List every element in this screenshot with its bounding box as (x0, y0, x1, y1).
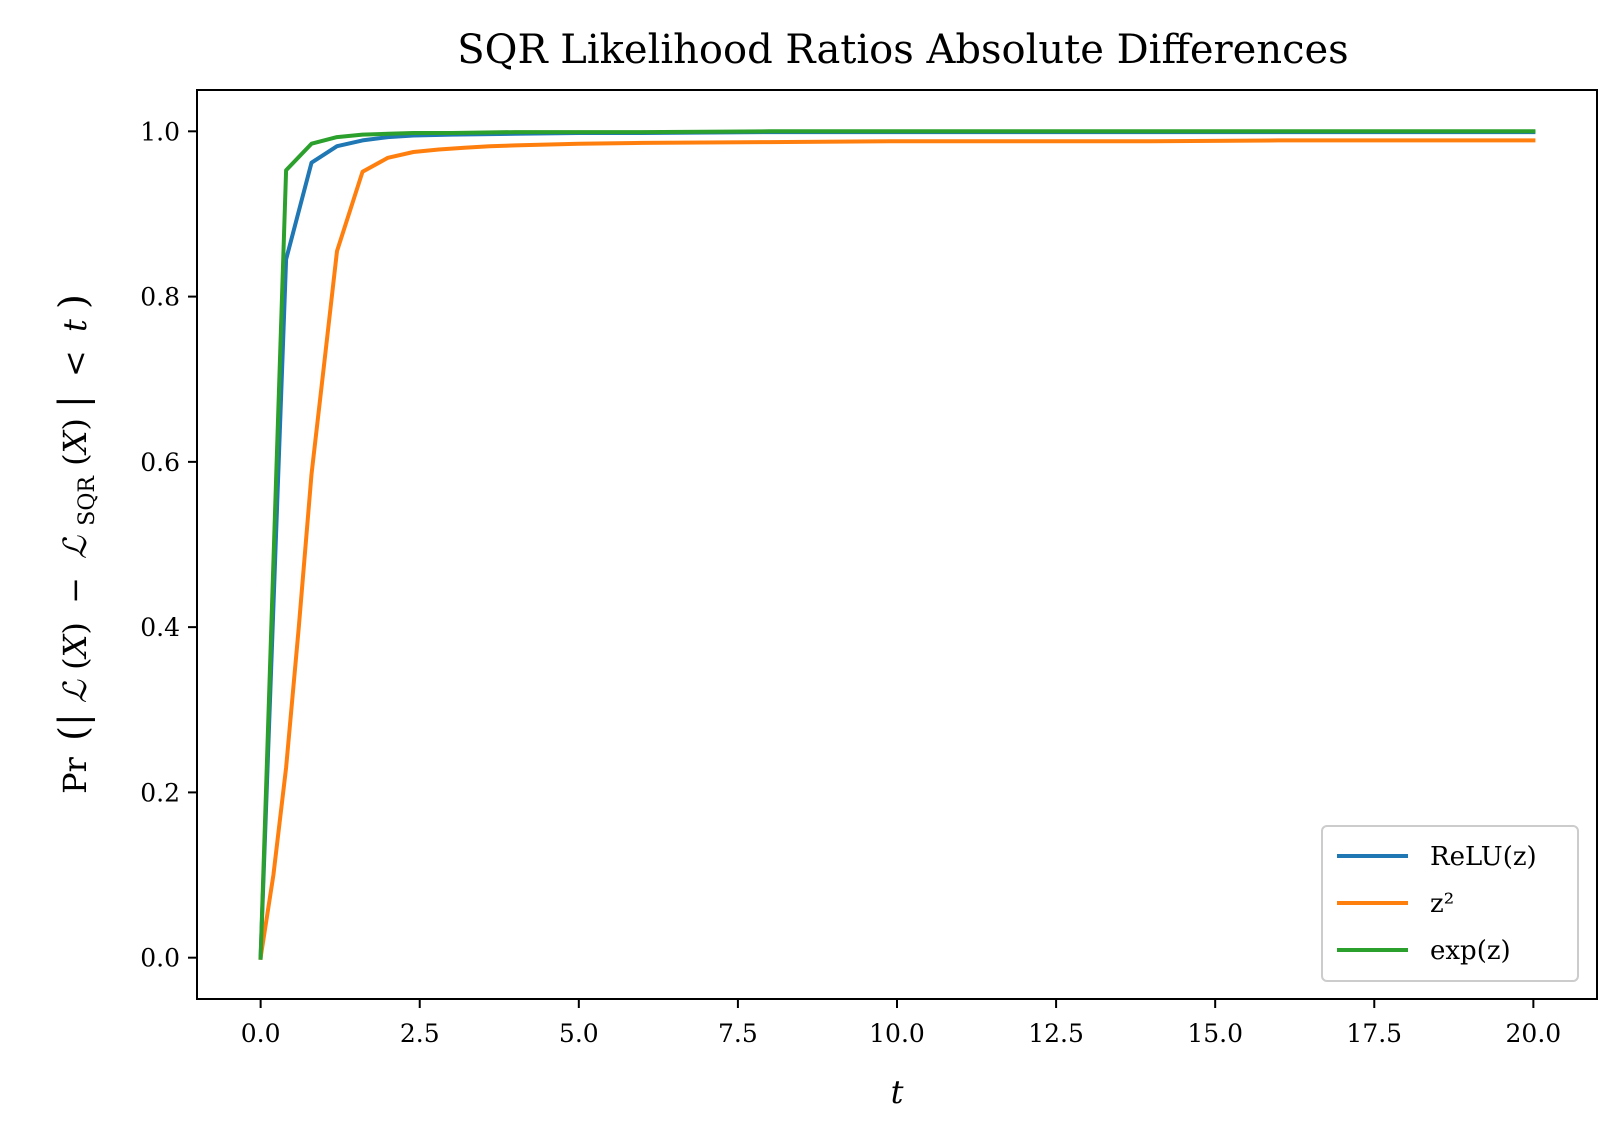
y-axis-label: Pr (| ℒ (X) − ℒ SQR (X) | < t ) (51, 294, 102, 794)
x-axis-label: t (891, 1073, 904, 1111)
y-axis-label-pr: Pr (56, 756, 94, 794)
svg-text:Pr (| ℒ (X): Pr (| ℒ (X) − ℒ SQR (X) | < t ) (51, 294, 102, 794)
y-tick-label: 0.8 (140, 283, 180, 312)
series-line-2 (258, 129, 1536, 960)
y-axis-label-close-bar: | (51, 395, 95, 408)
x-tick-label: 2.5 (400, 1019, 440, 1048)
y-axis-label-open: (| (51, 713, 95, 741)
chart-title: SQR Likelihood Ratios Absolute Differenc… (457, 27, 1348, 73)
plot-lines (258, 129, 1536, 960)
y-axis-label-lt: < (56, 350, 94, 377)
x-tick-label: 10.0 (869, 1019, 925, 1048)
x-tick-label: 12.5 (1028, 1019, 1084, 1048)
y-axis-label-l1: ℒ (56, 679, 94, 703)
x-tick-label: 15.0 (1187, 1019, 1243, 1048)
x-tick-label: 20.0 (1506, 1019, 1562, 1048)
x-tick-label: 17.5 (1346, 1019, 1402, 1048)
x-tick-label: 0.0 (241, 1019, 281, 1048)
y-axis-label-sub: SQR (75, 475, 100, 526)
y-tick-label: 0.4 (140, 613, 180, 642)
y-tick-label: 0.0 (140, 944, 180, 973)
x-tick-label: 7.5 (718, 1019, 758, 1048)
y-axis-ticks: 0.0 0.2 0.4 0.6 0.8 1.0 (140, 117, 197, 973)
y-axis-label-minus: − (56, 577, 94, 604)
legend-label-0: ReLU(z) (1430, 842, 1537, 872)
legend: ReLU(z) z² exp(z) (1321, 825, 1579, 982)
y-axis-label-l2: ℒ (56, 535, 94, 559)
y-axis-label-x1: ( (56, 657, 94, 669)
legend-box (1321, 825, 1579, 982)
y-tick-label: 0.2 (140, 778, 180, 807)
x-axis-ticks: 0.0 2.5 5.0 7.5 10.0 12.5 15.0 17.5 20.0 (241, 999, 1561, 1048)
y-tick-label: 0.6 (140, 448, 180, 477)
x-tick-label: 5.0 (559, 1019, 599, 1048)
y-tick-label: 1.0 (140, 117, 180, 146)
legend-label-1: z² (1430, 889, 1454, 919)
series-line-1 (258, 138, 1536, 960)
legend-label-2: exp(z) (1430, 936, 1511, 966)
